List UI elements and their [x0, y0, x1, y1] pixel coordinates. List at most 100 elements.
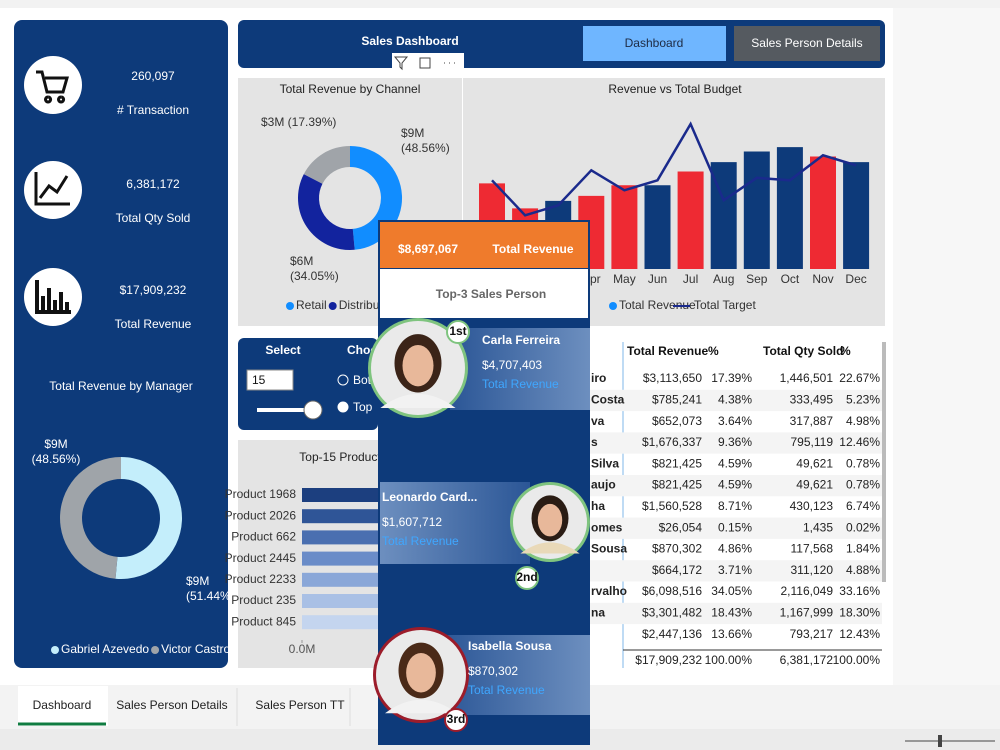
legend-label: Gabriel Azevedo [61, 642, 149, 656]
radio-bottom[interactable] [337, 374, 349, 386]
tab-label[interactable]: Sales Person Details [116, 698, 227, 712]
table-cell: iro [591, 371, 606, 385]
total-cell: 6,381,172 [780, 653, 834, 667]
table-cell: 3.71% [718, 563, 752, 577]
table-cell: $26,054 [659, 520, 703, 534]
chart-title: Total Revenue by Manager [49, 379, 192, 393]
line [491, 121, 857, 217]
y-tick-label: Product 2026 [225, 508, 297, 522]
rank-label: 1st [449, 324, 466, 338]
rank-badge [444, 708, 468, 732]
table-cell: 1,435 [803, 520, 833, 534]
column-header: Total Qty Sold [763, 344, 843, 358]
row-stripe [590, 432, 882, 454]
number-input[interactable] [246, 369, 294, 391]
panel-label: Select [265, 343, 300, 357]
bar [302, 572, 395, 587]
x-tick-label: Dec [845, 272, 866, 286]
kpi-value: $17,909,232 [120, 283, 187, 297]
bar [302, 594, 392, 608]
nav-button-label[interactable]: Dashboard [625, 36, 684, 50]
kpi-value: 6,381,172 [126, 177, 180, 191]
slider-knob[interactable] [303, 400, 323, 420]
kpi-label: # Transaction [117, 103, 189, 117]
table-cell: $821,425 [652, 478, 702, 492]
nav-button-active[interactable] [583, 26, 726, 61]
x-tick-label: Oct [781, 272, 800, 286]
table-cell: Silva [591, 456, 619, 470]
table-cell: 1,446,501 [780, 371, 834, 385]
chart-title: Top-15 Products [299, 450, 386, 464]
legend-label: Total Revenue [619, 298, 696, 312]
row-stripe [590, 602, 882, 625]
photo-face [406, 652, 436, 693]
table-cell: na [591, 605, 605, 619]
row-stripe [590, 517, 882, 539]
table-cell: $1,676,337 [642, 435, 702, 449]
table-cell: aujo [591, 478, 616, 492]
y-tick-label: Product 2233 [225, 572, 297, 586]
donut-slice [297, 174, 355, 251]
x-tick-label: Aug [713, 272, 734, 286]
photo-body [380, 393, 456, 408]
table-cell: 0.78% [846, 478, 880, 492]
toolbar-icons [393, 56, 455, 71]
visual-toolbar[interactable] [392, 53, 464, 73]
nav-button[interactable] [734, 26, 880, 61]
cart-glyph [36, 70, 69, 104]
bars-glyph [35, 280, 71, 314]
content: Sales Dashboard Dashboard Sales Person Det… [32, 34, 882, 712]
tab-label[interactable]: Sales Person TT [255, 698, 345, 712]
table-cell: $652,073 [652, 414, 702, 428]
column-header: % [840, 344, 851, 358]
table-cell: 4.98% [846, 414, 880, 428]
data-label: $3M (17.39%) [261, 115, 336, 129]
person-name: Leonardo Card... [382, 490, 477, 504]
tab-active[interactable] [18, 686, 108, 726]
table-cell: Costa [591, 392, 625, 406]
x-tick-label: Nov [812, 272, 833, 286]
total-cell: $17,909,232 [635, 653, 702, 667]
row-stripe [590, 389, 882, 412]
person-name: Isabella Sousa [468, 639, 552, 653]
kpi-label: Total Qty Sold [116, 211, 191, 225]
bar [677, 171, 704, 269]
legend-dot [609, 302, 617, 310]
legend-dot [51, 646, 59, 654]
zoom-knob[interactable] [938, 735, 942, 747]
input-value[interactable]: 15 [252, 373, 266, 387]
table-cell: 4.38% [718, 392, 752, 406]
table-cell: 333,495 [790, 392, 834, 406]
dashboard-title: Sales Dashboard [361, 34, 458, 48]
table-cell: 17.39% [711, 371, 752, 385]
legend-label: Victor Castro [161, 642, 230, 656]
table-cell: $3,301,482 [642, 605, 702, 619]
person-band [380, 482, 530, 564]
bar [302, 530, 402, 545]
table-cell: 1,167,999 [780, 605, 834, 619]
table-cell: $664,172 [652, 563, 702, 577]
table-cell: 13.66% [711, 627, 752, 641]
bar [843, 162, 870, 269]
radio-label[interactable]: Top [353, 400, 373, 414]
legend-label: Retail [296, 298, 327, 312]
y-tick-label: Product 235 [231, 593, 296, 607]
table-cell: 2,116,049 [781, 584, 834, 598]
table-cell: 4.59% [718, 456, 752, 470]
tab-label[interactable]: Dashboard [33, 698, 92, 712]
table-cell: 0.78% [846, 456, 880, 470]
table-cell: $6,098,516 [642, 584, 702, 598]
person-name: Carla Ferreira [482, 333, 560, 347]
rank-badge [515, 566, 539, 590]
radio-top[interactable] [337, 401, 349, 413]
rank-badge [446, 320, 470, 344]
photo-body [385, 699, 457, 714]
person-revenue-label: Total Revenue [468, 683, 545, 697]
y-tick-label: Product 845 [231, 614, 296, 628]
table-cell: 4.88% [846, 563, 880, 577]
table-cell: $3,113,650 [643, 371, 702, 385]
icon-bars [24, 268, 82, 326]
table-cell: $785,241 [652, 392, 702, 406]
nav-button-label[interactable]: Sales Person Details [751, 36, 862, 50]
